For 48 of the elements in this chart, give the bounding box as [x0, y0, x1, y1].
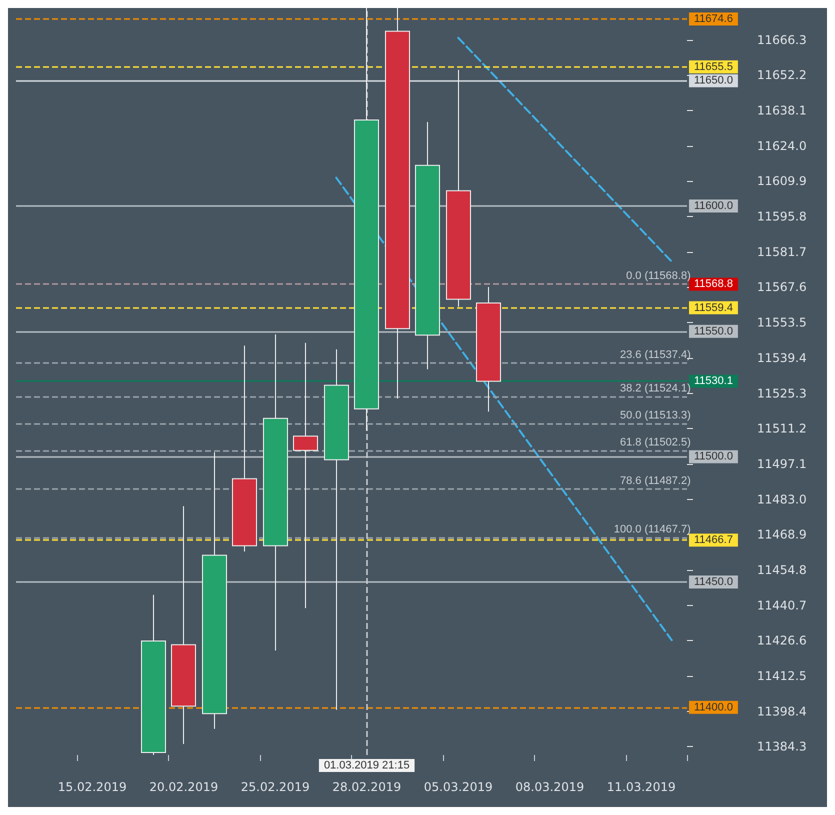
y-tick-label: 11412.5: [757, 669, 807, 684]
y-tick-label: 11624.0: [757, 138, 807, 153]
y-tick-label: 11666.3: [757, 32, 807, 47]
ref-line-label: 11674.6: [694, 13, 733, 26]
annotation: 78.6 (11487.2): [620, 474, 691, 487]
y-tick-label: 11539.4: [757, 350, 807, 365]
ref-line-label: 11600.0: [694, 200, 733, 212]
y-tick-label: 11454.8: [757, 563, 807, 578]
ref-line-label: 01.03.2019 21:15: [324, 760, 410, 772]
y-tick-label: 11609.9: [757, 174, 807, 188]
y-tick-label: 11553.5: [757, 316, 807, 330]
annotation: 50.0 (11513.3): [620, 409, 691, 422]
ref-line-label: 11530.1: [694, 375, 733, 388]
y-tick-label: 11567.6: [757, 280, 807, 294]
y-tick-label: 11581.7: [757, 244, 807, 259]
y-tick-label: 11468.9: [757, 528, 807, 542]
y-tick-label: 11440.7: [757, 598, 807, 612]
ref-line-label: 11650.0: [694, 74, 733, 87]
y-tick-label: 11638.1: [757, 104, 807, 118]
ref-line-label: 11568.8: [694, 278, 733, 290]
ref-line-label: 11466.7: [694, 534, 733, 546]
ref-line-label: 11655.5: [694, 60, 733, 73]
ref-line-label: 11550.0: [694, 325, 733, 338]
x-tick-label: 28.02.2019: [332, 780, 402, 794]
y-tick-label: 11384.3: [757, 740, 807, 754]
x-tick-label: 11.03.2019: [606, 780, 676, 794]
x-tick-label: 25.02.2019: [240, 780, 310, 794]
y-tick-label: 11497.1: [757, 456, 807, 471]
ref-line-label: 11500.0: [694, 450, 733, 463]
annotation: 38.2 (11524.1): [620, 382, 691, 394]
x-tick-label: 08.03.2019: [515, 780, 584, 794]
y-tick-label: 11652.2: [757, 68, 807, 82]
y-tick-label: 11483.0: [757, 492, 807, 506]
ref-line-label: 11450.0: [694, 576, 733, 588]
y-tick-label: 11595.8: [757, 210, 807, 224]
y-tick-label: 11426.6: [757, 634, 807, 648]
x-tick-label: 05.03.2019: [424, 780, 493, 794]
x-tick-label: 20.02.2019: [149, 780, 218, 794]
y-tick-label: 11525.3: [757, 386, 807, 400]
ref-line-label: 11559.4: [694, 302, 733, 314]
y-tick-label: 11511.2: [757, 422, 807, 436]
annotation: 0.0 (11568.8): [626, 270, 691, 282]
y-tick-label: 11398.4: [757, 704, 807, 718]
x-tick-label: 15.02.2019: [58, 780, 127, 794]
annotation: 100.0 (11467.7): [614, 524, 691, 536]
annotation: 23.6 (11537.4): [620, 348, 691, 361]
annotation: 61.8 (11502.5): [620, 436, 691, 448]
ref-line-label: 11400.0: [694, 701, 733, 714]
